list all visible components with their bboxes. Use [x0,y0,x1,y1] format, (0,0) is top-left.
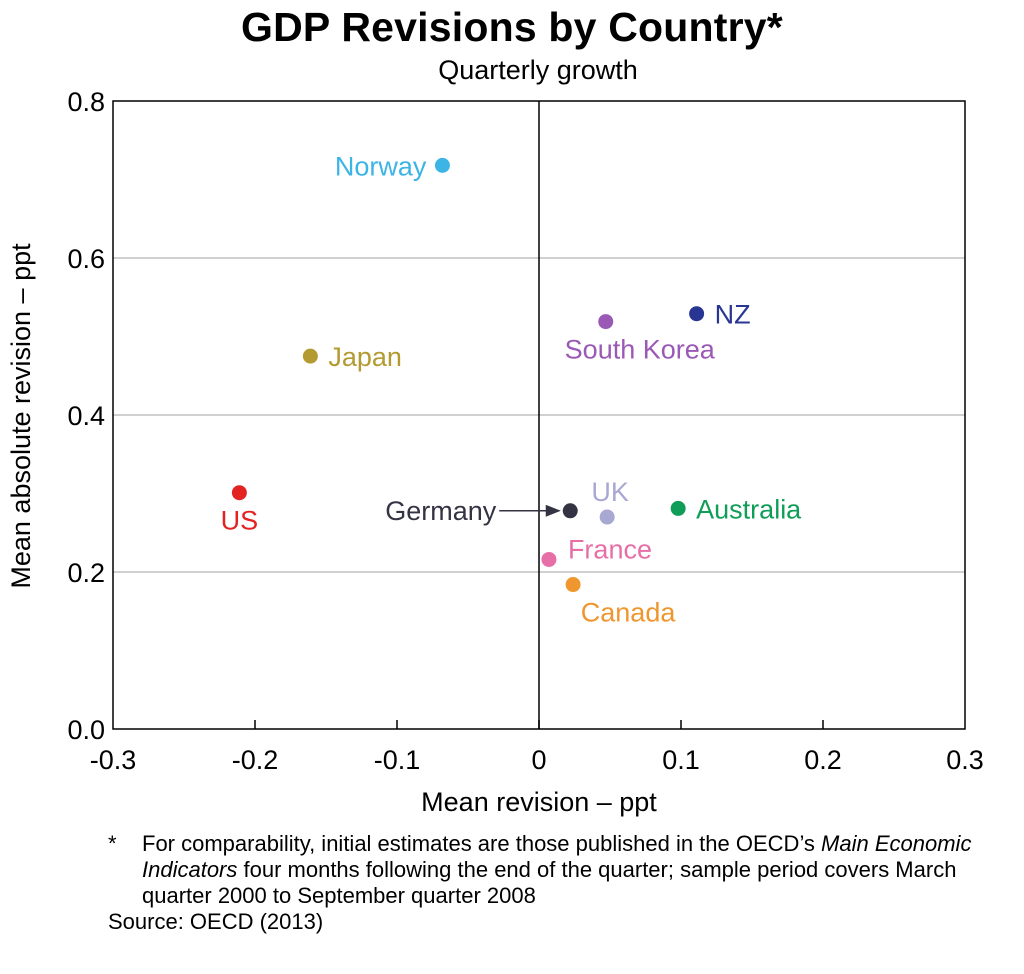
footnote-marker: * [108,831,117,856]
y-tick-label: 0.6 [67,244,105,274]
scatter-chart: -0.3 -0.2 -0.1 0 0.1 0.2 0.3 0.0 0.2 0.4 0.6 0.8 No… [6,87,984,817]
point-france [541,551,557,567]
tick-labels: -0.3 -0.2 -0.1 0 0.1 0.2 0.3 0.0 0.2 0.4 0.6 0.8 [67,87,983,775]
label-south-korea: South Korea [565,335,716,365]
x-tick-label: -0.2 [232,745,279,775]
chart-title: GDP Revisions by Country* [241,4,783,50]
label-canada: Canada [581,598,677,628]
point-nz [689,306,705,322]
x-tick-label: 0 [531,745,546,775]
label-uk: UK [591,477,629,507]
point-norway [434,157,450,173]
data-points [231,157,705,593]
source-note: Source: OECD (2013) [108,909,324,934]
label-us: US [221,506,259,536]
label-australia: Australia [696,494,802,524]
chart-subtitle: Quarterly growth [438,55,638,85]
label-nz: NZ [715,300,751,330]
x-tick-label: 0.1 [662,745,700,775]
point-us [231,485,247,501]
x-tick-label: -0.1 [374,745,421,775]
point-japan [302,348,318,364]
point-australia [670,500,686,516]
axis-ticks [254,720,824,729]
x-tick-label: -0.3 [90,745,137,775]
point-uk [599,509,615,525]
x-axis-label: Mean revision – ppt [421,787,657,817]
y-tick-label: 0.2 [67,558,105,588]
x-tick-label: 0.2 [804,745,842,775]
y-tick-label: 0.8 [67,87,105,117]
label-germany: Germany [385,496,497,526]
footnote: * For comparability, initial estimates a… [108,831,1008,935]
point-germany [562,503,578,519]
y-axis-label: Mean absolute revision – ppt [6,243,36,589]
label-norway: Norway [335,151,427,181]
point-south-korea [598,314,614,330]
point-labels: Norway NZ South Korea Japan US Germany UK Austr… [221,151,803,627]
footnote-text: For comparability, initial estimates are… [142,831,972,908]
label-france: France [568,534,652,564]
y-tick-label: 0.0 [67,715,105,745]
x-tick-label: 0.3 [946,745,984,775]
label-japan: Japan [328,342,402,372]
y-tick-label: 0.4 [67,401,105,431]
point-canada [565,577,581,593]
